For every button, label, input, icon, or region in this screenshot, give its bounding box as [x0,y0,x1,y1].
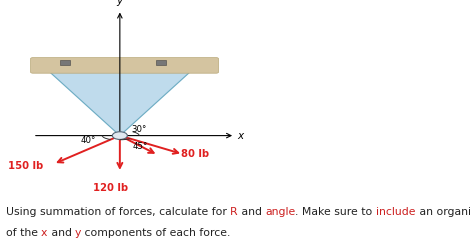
Text: 45°: 45° [133,142,148,151]
Circle shape [112,132,127,139]
Bar [156,60,166,65]
Text: x: x [237,131,243,141]
Text: and: and [238,207,265,217]
Text: . Make sure to: . Make sure to [295,207,376,217]
Text: 120 lb: 120 lb [93,183,128,193]
Text: R: R [230,207,238,217]
Bar [60,60,70,65]
Text: include: include [376,207,415,217]
FancyBboxPatch shape [31,58,219,73]
Text: 80 lb: 80 lb [181,149,209,159]
Text: x: x [41,228,47,239]
Text: components of each force.: components of each force. [81,228,231,239]
Text: Using summation of forces, calculate for: Using summation of forces, calculate for [6,207,230,217]
Text: y: y [116,0,122,6]
Text: 30°: 30° [131,125,146,134]
Text: angle: angle [265,207,295,217]
Text: an organized table: an organized table [415,207,470,217]
Text: y: y [75,228,81,239]
Text: 150 lb: 150 lb [8,161,43,171]
Text: of the: of the [6,228,41,239]
Polygon shape [35,59,204,136]
Text: and: and [47,228,75,239]
Text: 40°: 40° [80,136,95,145]
